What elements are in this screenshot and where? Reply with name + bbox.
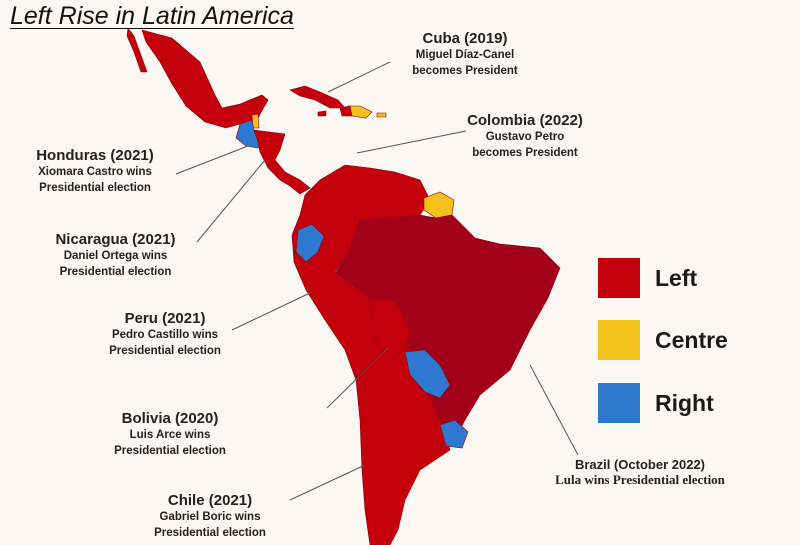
central-america <box>253 129 311 195</box>
legend-item-centre: Centre <box>598 320 728 360</box>
haiti <box>339 105 353 117</box>
ecuador <box>295 223 325 263</box>
annotation-text: Xiomara Castro wins <box>38 166 152 178</box>
legend-swatch <box>598 320 640 360</box>
annotation-text: becomes President <box>412 65 518 77</box>
cuba <box>289 85 346 109</box>
annotation-text: Presidential election <box>39 182 151 194</box>
legend-label: Centre <box>655 326 728 353</box>
paraguay <box>404 349 451 399</box>
annotation-text: Presidential election <box>59 266 172 278</box>
annotation-heading: Colombia (2022) <box>467 112 583 129</box>
mexico <box>126 27 269 129</box>
bolivia <box>369 299 411 361</box>
annotation-text: Gustavo Petro <box>485 131 565 143</box>
legend-swatch <box>598 258 640 298</box>
annotation-peru: Peru (2021) Pedro Castillo wins Presiden… <box>90 310 240 359</box>
annotation-bolivia: Bolivia (2020) Luis Arce wins Presidenti… <box>95 410 245 459</box>
annotation-text: Pedro Castillo wins <box>111 329 219 341</box>
annotation-heading: Chile (2021) <box>167 492 253 509</box>
page-title: Left Rise in Latin America <box>10 2 294 30</box>
uruguay <box>439 419 469 449</box>
annotation-heading: Honduras (2021) <box>36 147 154 164</box>
annotation-heading: Bolivia (2020) <box>121 410 219 427</box>
annotation-cuba: Cuba (2019) Miguel Díaz-Canel becomes Pr… <box>395 30 535 79</box>
legend-item-right: Right <box>598 383 714 423</box>
annotation-nicaragua: Nicaragua (2021) Daniel Ortega wins Pres… <box>38 231 193 280</box>
legend-swatch <box>598 383 640 423</box>
annotation-colombia: Colombia (2022) Gustavo Petro becomes Pr… <box>450 112 600 161</box>
annotation-text: Lula wins Presidential election <box>555 472 725 487</box>
annotation-text: Gabriel Boric wins <box>159 511 261 523</box>
annotation-heading: Nicaragua (2021) <box>55 231 176 248</box>
annotation-honduras: Honduras (2021) Xiomara Castro wins Pres… <box>20 147 170 196</box>
legend-label: Right <box>655 389 714 416</box>
annotation-text: Presidential election <box>114 445 226 457</box>
annotation-brazil: Brazil (October 2022) Lula wins Presiden… <box>530 457 750 488</box>
annotation-heading: Peru (2021) <box>124 310 206 327</box>
annotation-text: Luis Arce wins <box>129 429 211 441</box>
annotation-heading: Brazil (October 2022) <box>574 457 706 472</box>
annotation-text: Miguel Díaz-Canel <box>415 49 515 61</box>
legend-label: Left <box>655 264 698 291</box>
cuba-isle <box>317 110 327 117</box>
annotation-text: Presidential election <box>154 527 266 539</box>
legend-item-left: Left <box>598 258 697 298</box>
annotation-text: becomes President <box>472 147 578 159</box>
annotation-chile: Chile (2021) Gabriel Boric wins Presiden… <box>135 492 285 541</box>
annotation-heading: Cuba (2019) <box>422 30 508 47</box>
annotation-text: Presidential election <box>109 345 221 357</box>
leader-lines <box>175 61 579 501</box>
puerto-rico <box>376 112 387 118</box>
annotation-text: Daniel Ortega wins <box>63 250 168 262</box>
guyana-suriname <box>423 191 455 219</box>
